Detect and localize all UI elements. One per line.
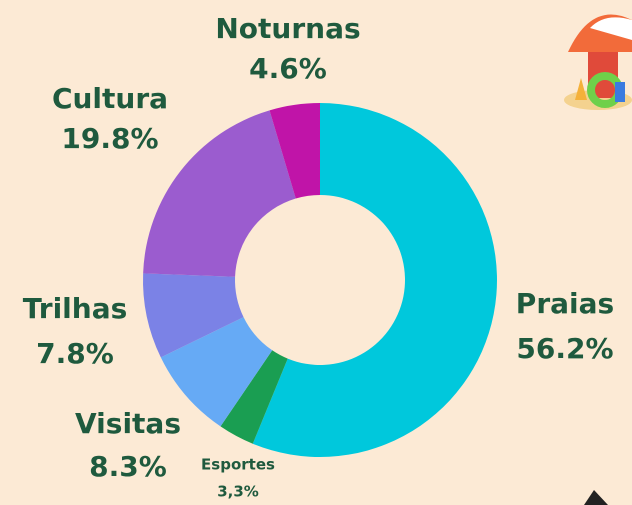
segment-name: Visitas [75,407,181,440]
segment-name: Noturnas [215,12,360,45]
segment-value: 3,3% [217,483,259,501]
segment-value: 56.2% [516,332,613,365]
donut-segment [269,103,320,199]
donut-segment [143,273,244,358]
segment-value: 19.8% [61,122,158,155]
segment-value: 8.3% [89,450,167,483]
segment-value: 4.6% [249,52,327,85]
segment-name: Cultura [52,82,168,115]
donut-segment [220,350,288,444]
donut-segment [143,110,296,277]
donut-segment [160,317,273,427]
corner-arrow [584,490,608,505]
segment-value: 7.8% [36,337,114,370]
segment-name: Esportes [201,456,275,474]
segment-name: Praias [516,287,614,320]
beach-icon [564,14,632,110]
donut-segment [252,103,497,457]
segment-name: Trilhas [23,292,128,325]
